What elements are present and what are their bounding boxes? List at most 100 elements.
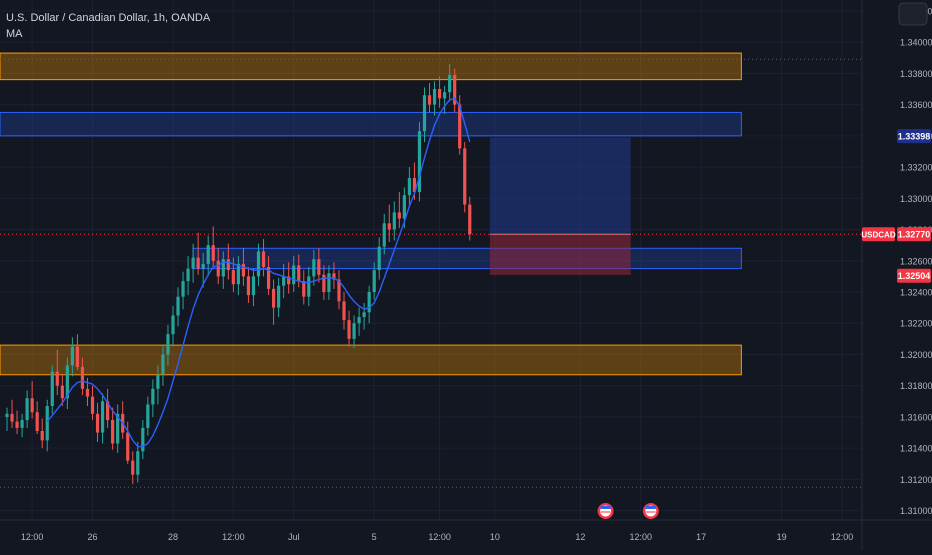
event-markers[interactable]: [597, 503, 659, 519]
zones: [0, 52, 742, 376]
chart-title: U.S. Dollar / Canadian Dollar, 1h, OANDA: [6, 12, 211, 24]
time-axis[interactable]: 12:00 26 28 12:00 Jul 5 12:00 10 12 12:00 17 19 12:0…: [0, 519, 932, 542]
candle-body: [422, 95, 427, 132]
candle-body: [453, 74, 457, 105]
symbol-badge-text: USDCAD: [861, 230, 895, 239]
candle-body: [412, 178, 417, 193]
time-tick-label: 19: [777, 532, 787, 542]
time-tick-label: 12:00: [222, 532, 245, 542]
candle-body: [20, 420, 24, 428]
price-tick-label: 1.33200: [900, 163, 932, 173]
settings-button-bg[interactable]: [898, 2, 928, 26]
candle-body: [463, 148, 467, 205]
candle-body: [246, 276, 251, 296]
price-tick-label: 1.32400: [900, 288, 932, 298]
candle-body: [15, 421, 19, 428]
candle-body: [458, 104, 462, 149]
candle-body: [377, 246, 381, 271]
price-badge: [897, 268, 931, 283]
candle-body: [342, 301, 346, 321]
candle-body: [382, 223, 386, 247]
candle-body: [131, 460, 135, 475]
candle-body: [45, 406, 49, 441]
candle-body: [70, 346, 74, 366]
candle-body: [25, 398, 29, 421]
candle-body: [226, 259, 230, 271]
candle-body: [427, 95, 432, 105]
ma-line: [46, 97, 471, 448]
candle-body: [432, 89, 437, 105]
candle-body: [327, 273, 331, 293]
time-tick-label: 5: [372, 532, 377, 542]
us-flag-event-icon[interactable]: [642, 503, 659, 519]
price-tick-label: 1.32600: [900, 256, 932, 266]
candle-body: [277, 285, 281, 308]
candle-body: [60, 385, 64, 399]
candle-body: [362, 312, 366, 317]
candle-body: [126, 432, 130, 461]
demand-zone: [192, 247, 742, 270]
time-tick-label: 10: [490, 532, 500, 542]
candle-body: [106, 401, 110, 421]
candle-body: [100, 401, 105, 433]
candle-body: [251, 276, 256, 296]
event-flag-canton: [600, 506, 611, 509]
candle-body: [211, 245, 215, 261]
demand-zone: [0, 111, 742, 137]
candle-body: [317, 259, 321, 275]
candle-body: [30, 398, 34, 413]
time-tick-label: 12:00: [21, 532, 44, 542]
price-badge: [897, 129, 931, 144]
candle-body: [307, 276, 311, 297]
candle-body: [50, 371, 54, 407]
time-tick-label: 12:00: [831, 532, 854, 542]
indicator-label[interactable]: MA: [6, 28, 23, 40]
candle-body: [287, 276, 291, 285]
profit-zone[interactable]: [489, 137, 631, 235]
candle-body: [266, 267, 271, 289]
candle-body: [357, 316, 361, 324]
price-tick-label: 1.33800: [900, 69, 932, 79]
candle-body: [181, 281, 185, 297]
price-axis[interactable]: 1.31000 1.31200 1.31400 1.31600 1.31800 1.320…: [861, 0, 932, 550]
candle-body: [387, 223, 391, 230]
us-flag-event-icon[interactable]: [597, 503, 614, 519]
price-labels: 1.33398 USDCAD 1.32770 1.32504: [861, 129, 931, 283]
candle-body: [352, 323, 356, 339]
candle-body: [372, 270, 376, 293]
candle-body: [417, 131, 422, 193]
supply-zone: [0, 344, 742, 376]
candle-body: [407, 178, 411, 196]
candle-body: [65, 365, 69, 399]
price-tick-label: 1.31400: [900, 444, 932, 454]
candle-body: [176, 296, 180, 316]
time-tick-label: Jul: [288, 532, 300, 542]
candle-body: [402, 195, 406, 219]
moving-average: [46, 97, 471, 448]
candle-body: [156, 374, 160, 389]
price-tick-label: 1.32200: [900, 319, 932, 329]
candle-body: [221, 259, 225, 277]
candle-body: [236, 263, 240, 285]
candle-body: [116, 413, 120, 444]
candle-body: [191, 257, 195, 269]
candle-body: [347, 320, 351, 339]
position-tool[interactable]: [489, 137, 631, 275]
candle-body: [271, 288, 276, 308]
candle-body: [90, 396, 95, 414]
time-tick-label: 12: [575, 532, 585, 542]
candle-body: [437, 89, 442, 99]
price-tick-label: 1.31600: [900, 412, 932, 422]
price-tick-label: 1.34000: [900, 38, 932, 48]
supply-zone: [0, 52, 742, 81]
chart-settings-icon[interactable]: [898, 2, 928, 26]
time-tick-label: 12:00: [428, 532, 451, 542]
candle-body: [10, 413, 14, 422]
candle-body: [397, 212, 401, 219]
candle-body: [337, 279, 341, 302]
stop-loss-zone[interactable]: [489, 234, 631, 275]
price-tick-label: 1.33600: [900, 100, 932, 110]
candle-body: [312, 259, 316, 277]
